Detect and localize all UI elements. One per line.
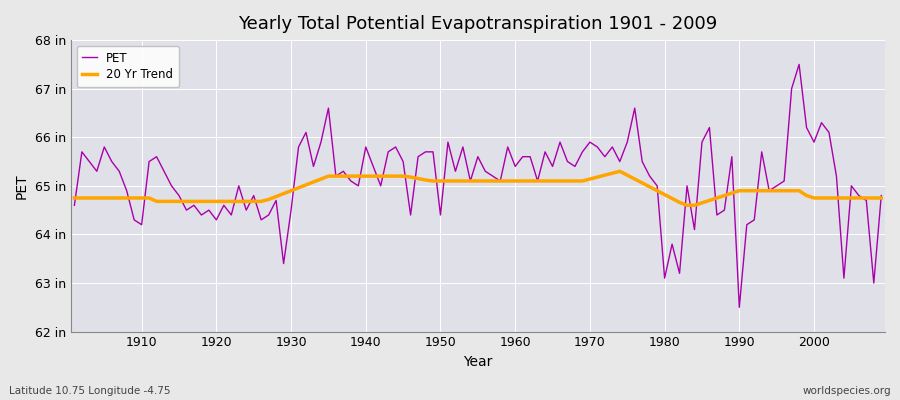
20 Yr Trend xyxy=(129,196,140,200)
20 Yr Trend xyxy=(509,178,520,183)
PET xyxy=(509,164,520,169)
Title: Yearly Total Potential Evapotranspiration 1901 - 2009: Yearly Total Potential Evapotranspiratio… xyxy=(238,15,717,33)
20 Yr Trend xyxy=(69,196,80,200)
Text: worldspecies.org: worldspecies.org xyxy=(803,386,891,396)
20 Yr Trend xyxy=(338,174,349,178)
PET xyxy=(338,169,349,174)
PET xyxy=(599,154,610,159)
20 Yr Trend xyxy=(293,185,304,190)
PET xyxy=(876,193,886,198)
PET xyxy=(734,305,744,310)
PET xyxy=(502,144,513,149)
Text: Latitude 10.75 Longitude -4.75: Latitude 10.75 Longitude -4.75 xyxy=(9,386,170,396)
PET xyxy=(293,144,304,149)
20 Yr Trend xyxy=(615,169,626,174)
PET xyxy=(129,218,140,222)
20 Yr Trend xyxy=(502,178,513,183)
PET xyxy=(794,62,805,67)
PET xyxy=(69,203,80,208)
Line: 20 Yr Trend: 20 Yr Trend xyxy=(75,171,881,205)
Legend: PET, 20 Yr Trend: PET, 20 Yr Trend xyxy=(76,46,179,87)
20 Yr Trend xyxy=(876,196,886,200)
20 Yr Trend xyxy=(599,173,610,178)
Line: PET: PET xyxy=(75,64,881,307)
X-axis label: Year: Year xyxy=(464,355,492,369)
20 Yr Trend xyxy=(681,203,692,208)
Y-axis label: PET: PET xyxy=(15,173,29,199)
